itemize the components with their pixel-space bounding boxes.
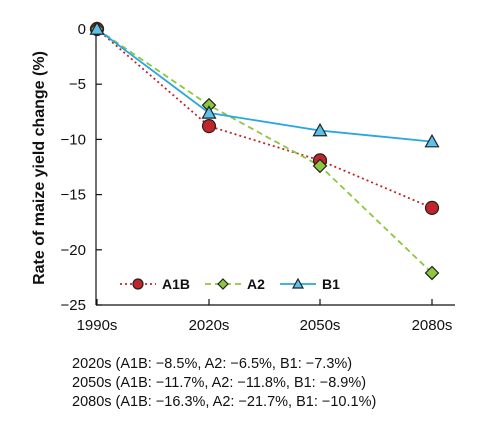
data-point-a1b — [424, 200, 440, 215]
y-tick-label: −20 — [61, 242, 86, 259]
x-tick-label: 2020s — [189, 317, 230, 334]
y-tick-label: 0 — [78, 21, 86, 38]
x-tick-label: 2080s — [412, 317, 453, 334]
note-2050s: 2050s (A1B: −11.7%, A2: −11.8%, B1: −8.9… — [72, 375, 367, 391]
legend-marker-a2 — [217, 278, 229, 290]
legend-marker-b1 — [291, 277, 305, 289]
series-line-b1 — [96, 28, 433, 143]
y-tick-label: −10 — [61, 131, 86, 148]
data-point-b1 — [312, 122, 328, 137]
scenario-notes: 2020s (A1B: −8.5%, A2: −6.5%, B1: −7.3%)… — [72, 355, 376, 412]
x-tick-label: 1990s — [77, 317, 118, 334]
data-point-a2 — [312, 158, 328, 174]
note-2020s: 2020s (A1B: −8.5%, A2: −6.5%, B1: −7.3%) — [72, 356, 353, 372]
legend-label-a2: A2 — [247, 276, 265, 292]
legend-label-a1b: A1B — [162, 276, 190, 292]
y-tick-label: −5 — [69, 76, 86, 93]
x-tick-label: 2050s — [300, 317, 341, 334]
line-chart: Rate of maize yield change (%) 0 −5 −10 −15… — [31, 21, 455, 334]
data-point-b1 — [89, 21, 105, 35]
legend-marker-a1b — [132, 278, 144, 290]
note-2080s: 2080s (A1B: −16.3%, A2: −21.7%, B1: −10.… — [72, 394, 377, 410]
data-point-a2 — [424, 265, 440, 281]
series-line-a1b — [96, 28, 433, 209]
data-point-b1 — [424, 133, 440, 148]
data-point-a1b — [201, 119, 217, 134]
legend: A1B A2 B1 — [120, 276, 340, 292]
data-point-b1 — [201, 105, 217, 119]
y-axis-title: Rate of maize yield change (%) — [31, 51, 48, 285]
legend-label-b1: B1 — [322, 276, 340, 292]
y-tick-label: −15 — [61, 187, 86, 204]
y-tick-label: −25 — [61, 297, 86, 314]
